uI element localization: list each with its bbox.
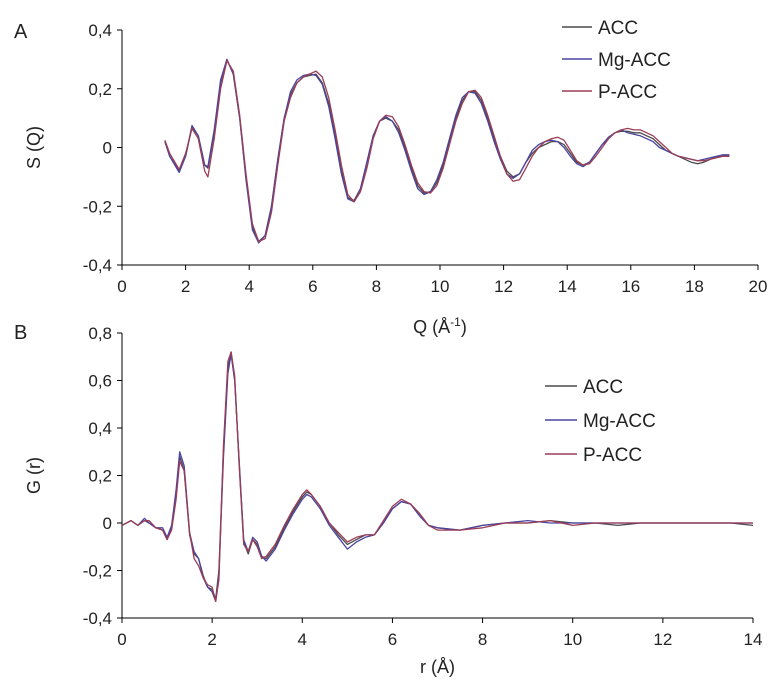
x-tick-label: 16 <box>621 277 640 296</box>
series-line-mg-acc <box>164 58 730 244</box>
x-tick-label: 10 <box>431 277 450 296</box>
x-tick-label: 12 <box>653 630 672 649</box>
legend-label: Mg-ACC <box>583 411 656 432</box>
y-tick-label: 0,6 <box>88 372 112 391</box>
y-tick-label: 0,2 <box>88 467 112 486</box>
legend: ACC Mg-ACC P-ACC <box>562 18 671 103</box>
x-tick-label: 6 <box>308 277 317 296</box>
x-tick-label: 2 <box>207 630 216 649</box>
panel-b: B -0,4 -0,2 0 0,2 0,4 0,6 0,8 0 2 4 6 8 10 12 14 r (Å) G … <box>14 322 762 677</box>
y-tick-label: 0,4 <box>88 419 112 438</box>
y-tick-label: 0,8 <box>88 324 112 343</box>
legend-label: Mg-ACC <box>598 50 671 71</box>
x-axis-label: Q (Å-1) <box>413 315 467 337</box>
y-tick-label: -0,2 <box>83 197 112 216</box>
panel-label: A <box>14 21 28 43</box>
legend-label: P-ACC <box>583 445 642 466</box>
x-axis-label: r (Å) <box>420 657 455 677</box>
x-tick-label: 0 <box>117 277 126 296</box>
y-tick-label: 0 <box>103 139 112 158</box>
x-tick-label: 20 <box>749 277 768 296</box>
x-tick-label: 6 <box>388 630 397 649</box>
y-axis-label: G (r) <box>24 457 44 494</box>
x-tick-label: 14 <box>744 630 763 649</box>
series-line-acc <box>121 351 754 600</box>
y-tick-label: -0,2 <box>83 562 112 581</box>
x-tick-label: 8 <box>372 277 381 296</box>
x-tick-label: 0 <box>117 630 126 649</box>
x-tick-label: 2 <box>181 277 190 296</box>
x-tick-label: 4 <box>298 630 307 649</box>
legend-label: ACC <box>598 18 638 39</box>
y-tick-label: 0,4 <box>88 21 112 40</box>
y-tick-label: -0,4 <box>83 256 112 275</box>
panel-label: B <box>14 322 27 344</box>
y-axis-label: S (Q) <box>24 126 44 169</box>
y-tick-label: -0,4 <box>83 609 112 628</box>
panel-a: A -0,4 -0,2 0 0,2 0,4 0 2 4 6 8 10 12 14 16 18 20 Q (Å-1)… <box>14 18 767 337</box>
legend-label: P-ACC <box>598 82 657 103</box>
y-tick-label: 0 <box>103 514 112 533</box>
series-line-p-acc <box>121 351 753 603</box>
legend-label: ACC <box>583 377 623 398</box>
series-line-p-acc <box>164 60 730 243</box>
x-tick-label: 10 <box>563 630 582 649</box>
x-tick-label: 8 <box>478 630 487 649</box>
x-tick-label: 14 <box>558 277 577 296</box>
x-tick-label: 4 <box>244 277 253 296</box>
series-line-mg-acc <box>121 353 753 603</box>
y-tick-label: 0,2 <box>88 80 112 99</box>
legend: ACC Mg-ACC P-ACC <box>545 377 656 466</box>
x-tick-label: 18 <box>685 277 704 296</box>
x-tick-label: 12 <box>494 277 513 296</box>
